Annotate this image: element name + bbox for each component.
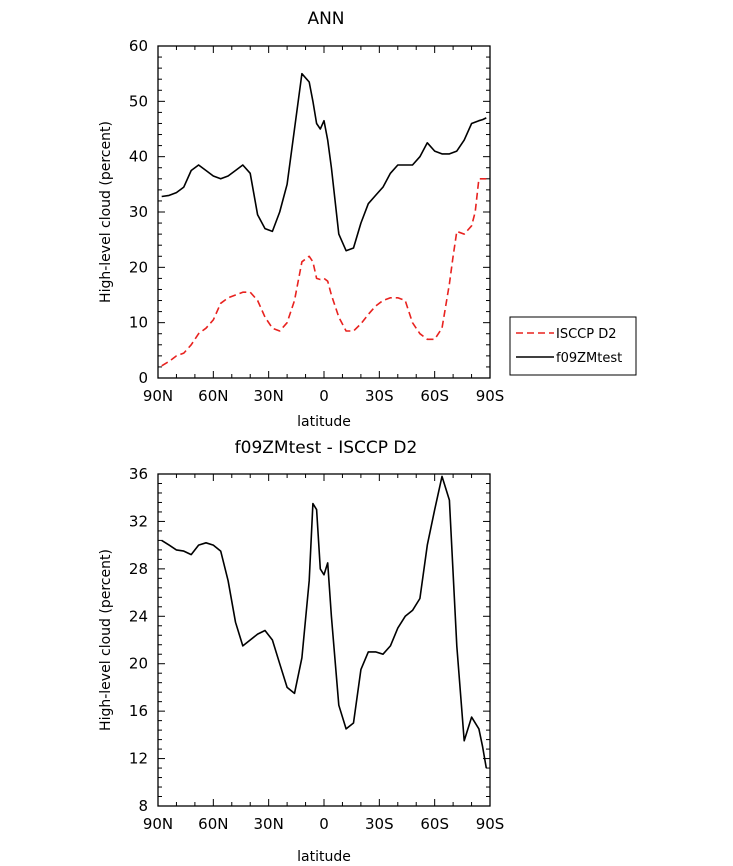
y-tick-label: 24 xyxy=(129,607,148,625)
x-tick-label: 60S xyxy=(420,387,449,405)
top-panel: ANN 90N 60N 30N 0 30S 60S 90S 0 10 20 30 40 50 60 lat… xyxy=(98,9,504,430)
bottom-panel: f09ZMtest - ISCCP D2 90N 60N 30N 0 30S 60S 90S… xyxy=(98,438,504,865)
bottom-y-axis-label: High-level cloud (percent) xyxy=(98,549,114,731)
legend-entry-model: f09ZMtest xyxy=(556,351,622,366)
x-tick-label: 90N xyxy=(143,815,173,833)
legend-box xyxy=(509,316,637,376)
series-line-difference xyxy=(161,475,488,769)
bottom-x-axis-label: latitude xyxy=(297,849,351,865)
y-tick-label: 60 xyxy=(129,37,148,55)
x-tick-label: 60S xyxy=(420,815,449,833)
y-tick-label: 20 xyxy=(129,258,148,276)
x-tick-label: 60N xyxy=(198,815,228,833)
legend: ISCCP D2 f09ZMtest xyxy=(509,316,637,376)
series-line-isccp-d2 xyxy=(161,178,487,367)
bottom-plot-frame xyxy=(157,473,491,807)
x-tick-label: 30N xyxy=(254,387,284,405)
bottom-chart-title: f09ZMtest - ISCCP D2 xyxy=(235,438,418,458)
y-tick-label: 0 xyxy=(138,369,148,387)
y-tick-label: 50 xyxy=(129,92,148,110)
y-tick-label: 40 xyxy=(129,148,148,166)
y-tick-label: 10 xyxy=(129,314,148,332)
x-tick-label: 0 xyxy=(319,387,329,405)
y-tick-label: 20 xyxy=(129,655,148,673)
x-tick-label: 30S xyxy=(365,815,394,833)
y-tick-label: 28 xyxy=(129,560,148,578)
top-y-axis-label: High-level cloud (percent) xyxy=(98,121,114,303)
top-x-axis-label: latitude xyxy=(297,414,351,430)
x-tick-label: 90S xyxy=(476,815,505,833)
top-plot-frame xyxy=(157,45,491,379)
x-tick-label: 90N xyxy=(143,387,173,405)
top-chart-title: ANN xyxy=(307,9,344,29)
y-tick-label: 12 xyxy=(129,750,148,768)
x-tick-label: 30N xyxy=(254,815,284,833)
y-tick-label: 32 xyxy=(129,512,148,530)
series-line-f09zmtest xyxy=(161,72,487,252)
y-tick-label: 8 xyxy=(138,797,148,815)
x-tick-label: 60N xyxy=(198,387,228,405)
x-tick-label: 0 xyxy=(319,815,329,833)
y-tick-label: 36 xyxy=(129,465,148,483)
x-tick-label: 90S xyxy=(476,387,505,405)
legend-entry-isccp: ISCCP D2 xyxy=(556,327,617,342)
y-tick-label: 30 xyxy=(129,203,148,221)
y-tick-label: 16 xyxy=(129,702,148,720)
x-tick-label: 30S xyxy=(365,387,394,405)
